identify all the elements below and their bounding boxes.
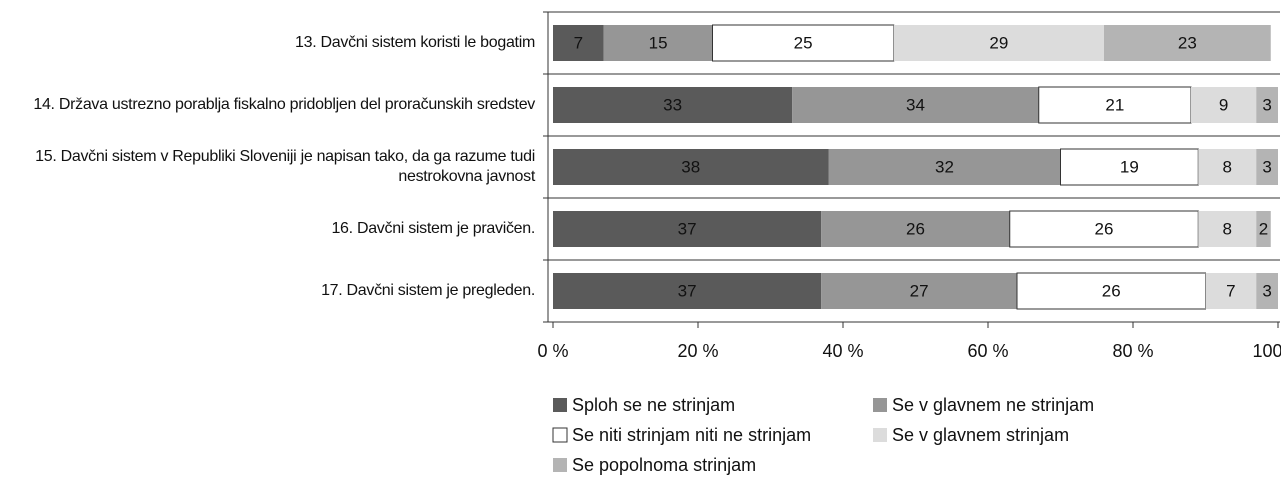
bar-segment bbox=[1104, 25, 1271, 61]
bar-segment bbox=[893, 25, 1104, 61]
data-label: 32 bbox=[935, 157, 954, 176]
data-label: 27 bbox=[910, 281, 929, 300]
data-label: 26 bbox=[906, 219, 925, 238]
data-label: 15 bbox=[649, 33, 668, 52]
x-tick-label: 100 % bbox=[1252, 341, 1281, 361]
category-label: 17. Davčni sistem je pregleden. bbox=[321, 282, 535, 299]
data-label: 29 bbox=[989, 33, 1008, 52]
legend-label: Se v glavnem strinjam bbox=[892, 425, 1069, 445]
bar-segment bbox=[553, 273, 822, 309]
bar-segment bbox=[1038, 86, 1192, 124]
bar-segment bbox=[553, 25, 604, 61]
bar-segment bbox=[553, 149, 829, 185]
data-label: 26 bbox=[1102, 281, 1121, 300]
data-label: 33 bbox=[663, 95, 682, 114]
legend-swatch bbox=[553, 398, 567, 412]
data-label: 34 bbox=[906, 95, 925, 114]
bar-segment bbox=[1191, 87, 1257, 123]
bar-segment bbox=[712, 24, 895, 62]
bar-segment bbox=[1256, 149, 1278, 185]
category-label: 15. Davčni sistem v Republiki Sloveniji … bbox=[35, 148, 535, 185]
legend-swatch bbox=[552, 427, 568, 443]
category-label: 14. Država ustrezno porablja fiskalno pr… bbox=[33, 96, 535, 113]
data-label: 3 bbox=[1262, 157, 1271, 176]
data-label: 23 bbox=[1178, 33, 1197, 52]
category-label: 13. Davčni sistem koristi le bogatim bbox=[295, 34, 535, 51]
bar-segment bbox=[821, 273, 1017, 309]
data-label: 2 bbox=[1259, 219, 1268, 238]
data-label: 3 bbox=[1262, 95, 1271, 114]
data-label: 8 bbox=[1223, 157, 1232, 176]
x-tick-label: 80 % bbox=[1112, 341, 1153, 361]
legend-label: Se v glavnem ne strinjam bbox=[892, 395, 1094, 415]
legend-label: Se popolnoma strinjam bbox=[572, 455, 756, 475]
data-label: 26 bbox=[1095, 219, 1114, 238]
data-label: 3 bbox=[1262, 281, 1271, 300]
data-label: 25 bbox=[794, 33, 813, 52]
legend-label: Se niti strinjam niti ne strinjam bbox=[572, 425, 811, 445]
bar-segment bbox=[1205, 273, 1257, 309]
data-label: 37 bbox=[678, 281, 697, 300]
legend-swatch bbox=[873, 398, 887, 412]
bar-segment bbox=[1256, 211, 1271, 247]
bar-segment bbox=[553, 211, 822, 247]
x-tick-label: 20 % bbox=[677, 341, 718, 361]
x-tick-label: 0 % bbox=[537, 341, 568, 361]
bar-segment bbox=[1009, 210, 1199, 248]
x-tick-label: 40 % bbox=[822, 341, 863, 361]
bar-segment bbox=[1256, 273, 1278, 309]
bar-segment bbox=[828, 149, 1061, 185]
data-label: 9 bbox=[1219, 95, 1228, 114]
legend-swatch bbox=[553, 458, 567, 472]
category-label: 16. Davčni sistem je pravičen. bbox=[331, 220, 535, 237]
legend-label: Sploh se ne strinjam bbox=[572, 395, 735, 415]
data-label: 37 bbox=[678, 219, 697, 238]
data-label: 8 bbox=[1223, 219, 1232, 238]
x-tick-label: 60 % bbox=[967, 341, 1008, 361]
data-label: 21 bbox=[1105, 95, 1124, 114]
bar-segment bbox=[1016, 272, 1206, 310]
bar-segment bbox=[1256, 87, 1278, 123]
bar-segment bbox=[553, 87, 793, 123]
legend-swatch bbox=[873, 428, 887, 442]
bar-segment bbox=[821, 211, 1010, 247]
bar-segment bbox=[792, 87, 1039, 123]
data-label: 38 bbox=[681, 157, 700, 176]
bar-segment bbox=[603, 25, 713, 61]
data-label: 7 bbox=[1226, 281, 1235, 300]
bar-segment bbox=[1198, 149, 1257, 185]
data-label: 19 bbox=[1120, 157, 1139, 176]
bar-segment bbox=[1060, 148, 1199, 186]
bar-segment bbox=[1198, 211, 1257, 247]
data-label: 7 bbox=[574, 33, 583, 52]
